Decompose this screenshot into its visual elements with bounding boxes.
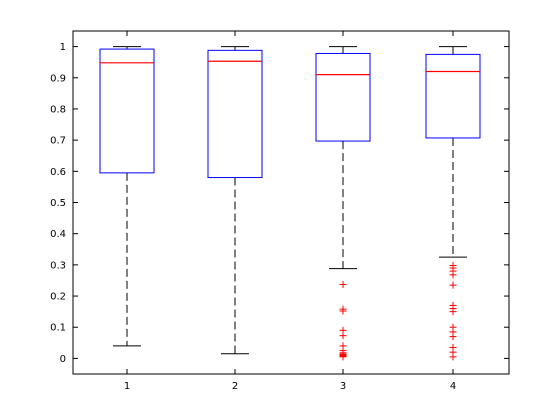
x-tick-label: 3 — [340, 381, 346, 392]
y-tick-label: 0.6 — [50, 167, 66, 178]
y-tick-label: 1 — [60, 42, 66, 53]
y-tick-label: 0.8 — [50, 104, 66, 115]
x-tick-label: 2 — [232, 381, 238, 392]
y-tick-label: 0.1 — [50, 323, 66, 334]
y-tick-label: 0.4 — [50, 229, 66, 240]
y-tick-label: 0.9 — [50, 73, 66, 84]
plot-area — [73, 31, 509, 374]
y-tick-label: 0 — [60, 354, 66, 365]
y-tick-label: 0.2 — [50, 292, 66, 303]
y-tick-label: 0.3 — [50, 260, 66, 271]
y-tick-label: 0.5 — [50, 198, 66, 209]
x-tick-label: 1 — [124, 381, 130, 392]
y-tick-label: 0.7 — [50, 136, 66, 147]
x-tick-label: 4 — [450, 381, 456, 392]
